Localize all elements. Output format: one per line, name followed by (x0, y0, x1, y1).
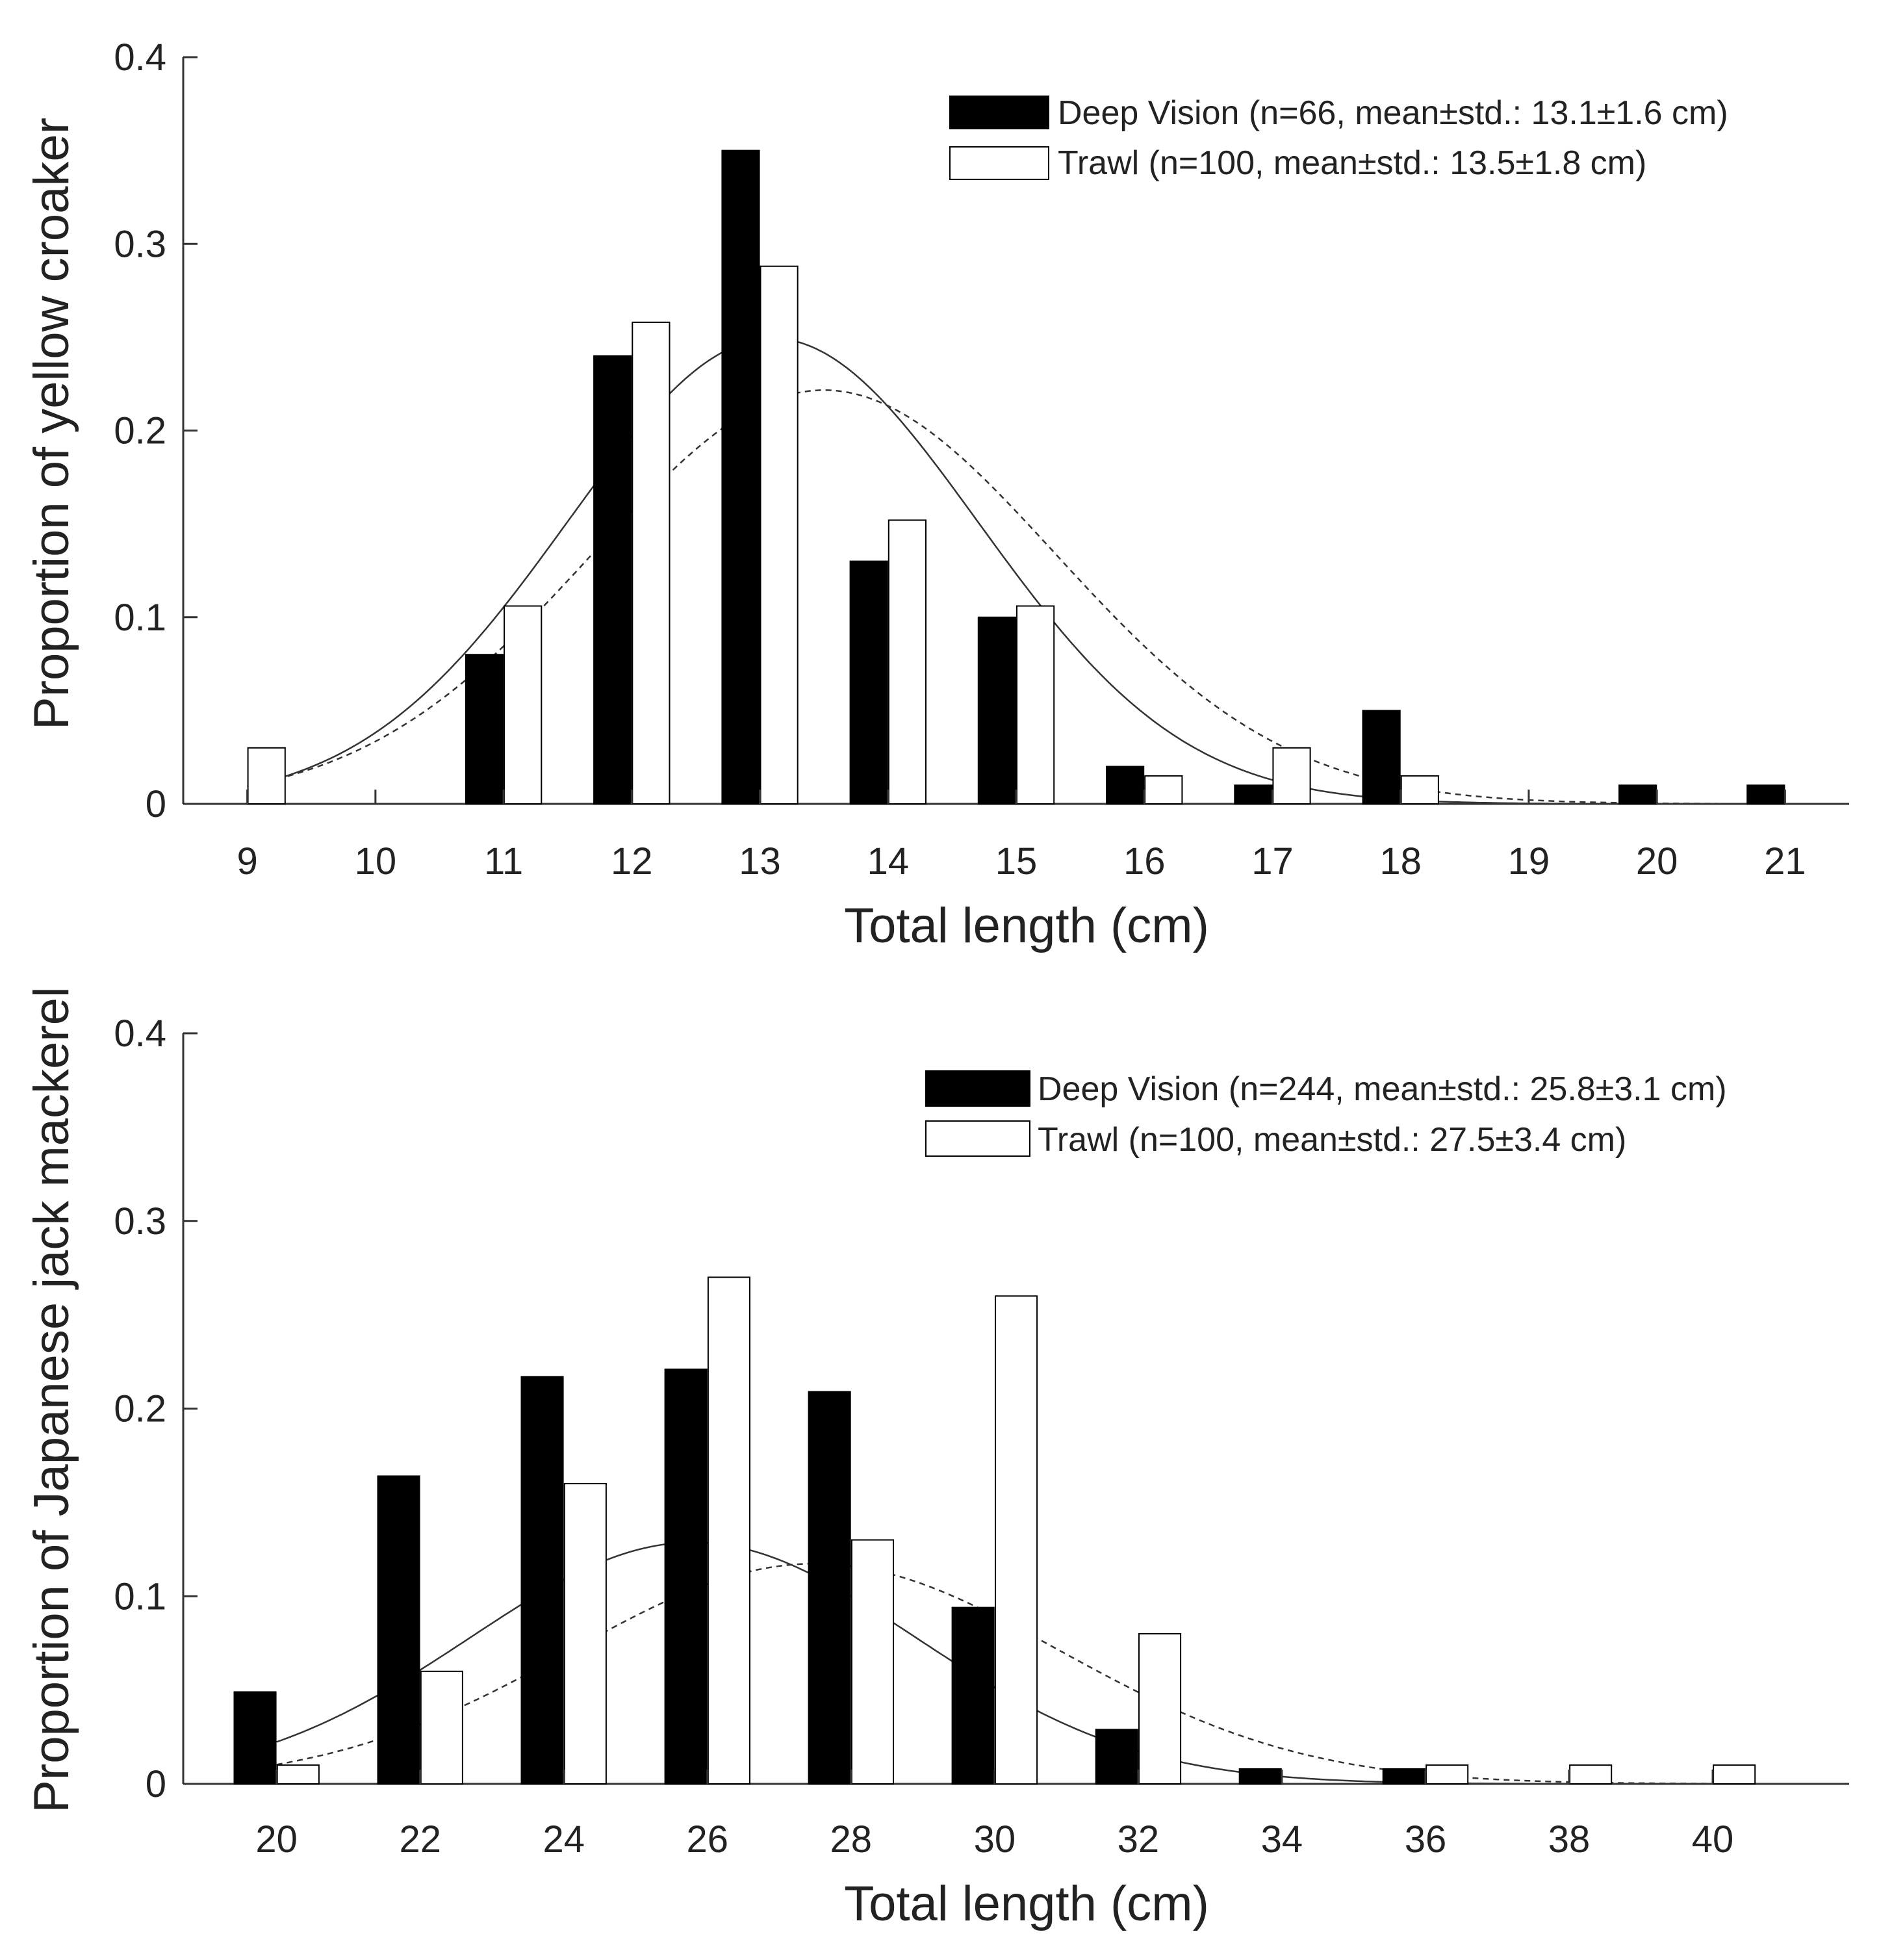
x-tick-label: 30 (974, 1818, 1016, 1861)
x-tick-label: 18 (1379, 840, 1422, 883)
deep-vision-bar (1618, 784, 1657, 805)
y-tick-label: 0.3 (114, 1200, 166, 1243)
x-tick-label: 16 (1123, 840, 1166, 883)
x-tick-label: 20 (255, 1818, 298, 1861)
x-tick-label: 11 (484, 840, 523, 883)
y-axis-title: Proportion of yellow croaker (24, 118, 79, 730)
y-axis-title: Proportion of Japanese jack mackerel (24, 986, 79, 1813)
x-tick-label: 38 (1548, 1818, 1591, 1861)
deep-vision-bar (721, 149, 760, 805)
x-axis-title: Total length (cm) (844, 898, 1209, 953)
trawl-bar (1138, 1633, 1182, 1785)
jack-mackerel-chart: 0 0.1 0.2 0.3 0.4 20 22 24 26 28 30 32 34 36 38 40 Tota… (24, 986, 1849, 1931)
trawl-bar (1425, 1764, 1469, 1785)
x-tick-label: 28 (830, 1818, 873, 1861)
x-axis-title: Total length (cm) (844, 1876, 1209, 1931)
trawl-bar (995, 1295, 1038, 1785)
deep-vision-bar (1362, 710, 1401, 805)
deep-vision-bar (951, 1606, 995, 1785)
deep-vision-bar (520, 1376, 564, 1785)
legend-label-trawl: Trawl (n=100, mean±std.: 13.5±1.8 cm) (1058, 144, 1646, 182)
x-tick-label: 36 (1405, 1818, 1447, 1861)
yellow-croaker-chart: 0 0.1 0.2 0.3 0.4 9 10 11 12 13 14 15 16 17 18 19 20 21 T… (24, 36, 1849, 953)
deep-vision-bar (1234, 784, 1273, 805)
deep-vision-bar (1238, 1768, 1282, 1785)
deep-vision-bar (1746, 784, 1785, 805)
x-tick-label: 19 (1508, 840, 1550, 883)
trawl-bar (276, 1764, 320, 1785)
x-tick-label: 21 (1764, 840, 1806, 883)
trawl-bar (1569, 1764, 1613, 1785)
deep-vision-bar (1106, 766, 1145, 805)
x-tick-label: 9 (236, 840, 257, 883)
fit-curves (276, 1541, 1713, 1785)
trawl-bar (888, 519, 927, 805)
trawl-bar (1272, 747, 1311, 805)
x-tick-label: 26 (687, 1818, 729, 1861)
deep-vision-bar (377, 1475, 420, 1785)
legend-label-trawl: Trawl (n=100, mean±std.: 27.5±3.4 cm) (1038, 1121, 1626, 1159)
y-tick-label: 0.1 (114, 1575, 166, 1618)
y-tick-label: 0 (146, 783, 166, 825)
trawl-bar (504, 605, 543, 805)
legend-swatch-trawl (925, 1120, 1030, 1157)
deep-vision-bar (1382, 1768, 1425, 1785)
y-tick-label: 0 (146, 1763, 166, 1805)
y-tick-label: 0.1 (114, 597, 166, 639)
trawl-bar (563, 1483, 607, 1785)
trawl-bar (632, 321, 671, 805)
x-tick-label: 14 (867, 840, 910, 883)
x-tick-label: 13 (739, 840, 781, 883)
legend-swatch-trawl (949, 146, 1049, 180)
ticks: 0 0.1 0.2 0.3 0.4 20 22 24 26 28 30 32 34 36 38 40 (114, 1012, 1733, 1861)
y-tick-label: 0.2 (114, 410, 166, 452)
x-tick-label: 22 (399, 1818, 441, 1861)
deep-vision-bar (664, 1368, 708, 1785)
x-tick-label: 34 (1261, 1818, 1303, 1861)
deep-vision-bar (593, 355, 632, 805)
x-tick-label: 40 (1692, 1818, 1734, 1861)
trawl-bar (850, 1539, 895, 1785)
x-tick-label: 10 (355, 840, 397, 883)
trawl-bar (1016, 605, 1055, 805)
legend: Deep Vision (n=66, mean±std.: 13.1±1.6 c… (949, 94, 1728, 182)
y-tick-label: 0.4 (114, 36, 166, 79)
x-tick-label: 32 (1118, 1818, 1160, 1861)
deep-vision-bar (233, 1691, 277, 1785)
legend-label-deep-vision: Deep Vision (n=66, mean±std.: 13.1±1.6 c… (1058, 94, 1728, 132)
deep-vision-bar (849, 560, 888, 805)
bars (247, 149, 1785, 805)
legend: Deep Vision (n=244, mean±std.: 25.8±3.1 … (925, 1070, 1727, 1159)
deep-vision-bar (465, 654, 504, 805)
trawl-fit-curve (276, 1562, 1713, 1785)
trawl-bar (1713, 1764, 1756, 1785)
x-tick-label: 12 (611, 840, 653, 883)
trawl-bar (1400, 775, 1439, 805)
y-tick-label: 0.4 (114, 1012, 166, 1055)
bars (233, 1276, 1756, 1785)
legend-swatch-deep-vision (925, 1070, 1030, 1107)
x-tick-label: 17 (1251, 840, 1294, 883)
x-tick-label: 24 (543, 1818, 585, 1861)
x-tick-label: 15 (995, 840, 1038, 883)
legend-label-deep-vision: Deep Vision (n=244, mean±std.: 25.8±3.1 … (1038, 1070, 1727, 1108)
deep-vision-bar (1095, 1729, 1138, 1785)
ticks: 0 0.1 0.2 0.3 0.4 9 10 11 12 13 14 15 16 17 18 19 20 21 (114, 36, 1806, 883)
trawl-bar (760, 265, 799, 805)
deep-vision-fit-curve (276, 1541, 1713, 1785)
y-tick-label: 0.2 (114, 1388, 166, 1430)
legend-swatch-deep-vision (949, 96, 1049, 129)
trawl-bar (247, 747, 286, 805)
y-tick-label: 0.3 (114, 223, 166, 265)
deep-vision-bar (808, 1391, 851, 1785)
trawl-bar (1144, 775, 1183, 805)
x-tick-label: 20 (1636, 840, 1678, 883)
deep-vision-bar (977, 616, 1017, 805)
trawl-bar (707, 1276, 751, 1785)
trawl-bar (420, 1670, 463, 1785)
